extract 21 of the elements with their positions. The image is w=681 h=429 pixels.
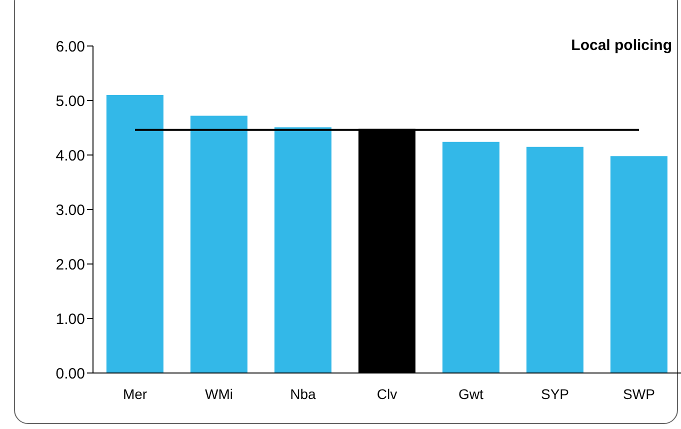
y-tick-label: 1.00 (56, 310, 85, 328)
y-tick-label: 0.00 (56, 365, 85, 382)
y-tick-label: 4.00 (56, 147, 85, 164)
x-tick-label: Mer (122, 386, 148, 402)
y-tick-label: 5.00 (56, 92, 85, 110)
x-tick-label: WMi (205, 386, 233, 402)
x-tick-label: Clv (376, 386, 398, 402)
bar (274, 127, 332, 373)
bar (442, 142, 500, 373)
y-tick-label: 2.00 (56, 256, 85, 274)
chart-title: Local policing (571, 37, 672, 54)
bar (526, 146, 584, 373)
x-tick-label: SWP (623, 386, 655, 402)
bar (610, 156, 668, 373)
x-tick-label: Gwt (458, 386, 484, 402)
x-tick-label: SYP (540, 386, 570, 402)
bar (106, 95, 164, 373)
y-tick-label: 6.00 (56, 38, 85, 56)
y-tick-label: 3.00 (56, 202, 85, 219)
x-tick-label: Nba (290, 386, 316, 402)
bar (190, 116, 248, 373)
